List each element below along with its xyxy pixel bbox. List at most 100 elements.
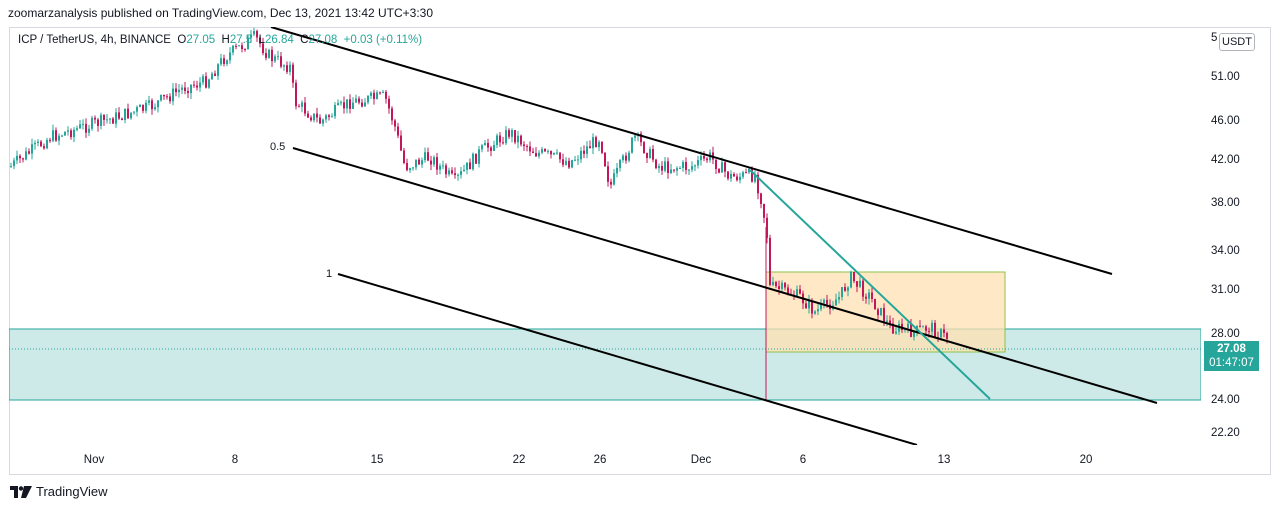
candle-body: [133, 111, 135, 113]
candle-body: [226, 60, 228, 64]
candle-body: [232, 45, 234, 53]
candle-body: [85, 123, 87, 133]
x-tick: 20: [1079, 454, 1093, 466]
y-tick-top-partial: 5: [1211, 32, 1218, 44]
candle-body: [697, 160, 699, 166]
candle-body: [439, 165, 441, 170]
candle-body: [715, 159, 717, 170]
chart-frame: [9, 27, 1271, 475]
candle-body: [25, 151, 27, 160]
candle-body: [82, 123, 84, 125]
x-tick: 22: [512, 454, 526, 466]
candle-body: [718, 169, 720, 173]
price-chart[interactable]: [9, 27, 1201, 445]
candle-body: [208, 79, 210, 88]
candle-body: [277, 56, 279, 58]
candle-body: [742, 172, 744, 177]
candle-body: [367, 95, 369, 103]
candle-body: [403, 150, 405, 163]
candle-body: [385, 91, 387, 99]
candle-body: [115, 112, 117, 124]
candle-body: [862, 280, 864, 297]
candle-body: [19, 155, 21, 159]
candle-body: [415, 159, 417, 168]
candle-body: [28, 151, 30, 154]
candle-body: [655, 159, 657, 169]
candle-body: [238, 45, 240, 47]
candle-body: [376, 92, 378, 100]
candle-body: [601, 141, 603, 153]
candle-body: [658, 165, 660, 169]
candle-body: [490, 147, 492, 151]
candle-body: [103, 114, 105, 120]
candle-body: [634, 135, 636, 138]
candle-body: [223, 58, 225, 64]
candle-body: [229, 52, 231, 61]
candle-body: [670, 169, 672, 174]
candle-body: [571, 160, 573, 168]
currency-button[interactable]: USDT: [1219, 33, 1255, 51]
chart-plot-area[interactable]: [9, 27, 1201, 445]
candle-body: [838, 297, 840, 300]
candle-body: [673, 169, 675, 171]
candle-body: [676, 168, 678, 171]
candle-body: [454, 173, 456, 176]
candlestick-series: [10, 27, 948, 400]
y-tick: 22.20: [1211, 427, 1240, 439]
candle-body: [769, 237, 771, 285]
low-value: 26.84: [265, 34, 294, 46]
candle-body: [733, 173, 735, 177]
candle-body: [418, 159, 420, 165]
candle-body: [331, 116, 333, 118]
candle-body: [559, 152, 561, 160]
candle-body: [649, 148, 651, 159]
candle-body: [265, 53, 267, 58]
x-tick: Dec: [690, 454, 712, 466]
candle-body: [478, 149, 480, 164]
candle-body: [169, 96, 171, 102]
candle-body: [778, 286, 780, 289]
tradingview-footer[interactable]: TradingView: [10, 484, 108, 499]
candle-body: [79, 124, 81, 129]
candle-body: [448, 170, 450, 175]
candle-body: [934, 322, 936, 338]
current-price-value: 27.08: [1217, 343, 1246, 355]
candle-body: [391, 108, 393, 121]
candle-body: [280, 56, 282, 67]
candle-body: [139, 104, 141, 108]
candle-body: [340, 102, 342, 104]
y-tick: 24.00: [1211, 394, 1240, 406]
candle-body: [40, 141, 42, 147]
candle-body: [772, 282, 774, 285]
candle-body: [442, 165, 444, 167]
candle-body: [451, 170, 453, 174]
candle-body: [913, 331, 915, 337]
candle-body: [598, 141, 600, 148]
candle-body: [682, 161, 684, 168]
candle-body: [727, 171, 729, 179]
candle-body: [694, 165, 696, 167]
candle-body: [775, 282, 777, 287]
candle-body: [433, 157, 435, 165]
candle-body: [499, 135, 501, 143]
candle-body: [301, 102, 303, 107]
candle-body: [811, 300, 813, 314]
candle-body: [430, 160, 432, 165]
close-value: 27.08: [308, 34, 338, 46]
candle-body: [298, 106, 300, 108]
candle-body: [667, 161, 669, 174]
y-tick: 51.00: [1211, 71, 1240, 83]
candle-body: [814, 311, 816, 314]
candle-body: [313, 113, 315, 121]
y-tick: 34.00: [1211, 245, 1240, 257]
candle-body: [325, 115, 327, 120]
candle-body: [589, 146, 591, 149]
candle-body: [532, 151, 534, 154]
y-tick: 28.00: [1211, 328, 1240, 340]
candle-body: [577, 159, 579, 161]
candle-body: [607, 166, 609, 182]
candle-body: [76, 128, 78, 130]
candle-body: [574, 159, 576, 161]
candle-body: [604, 152, 606, 167]
candle-body: [409, 168, 411, 171]
